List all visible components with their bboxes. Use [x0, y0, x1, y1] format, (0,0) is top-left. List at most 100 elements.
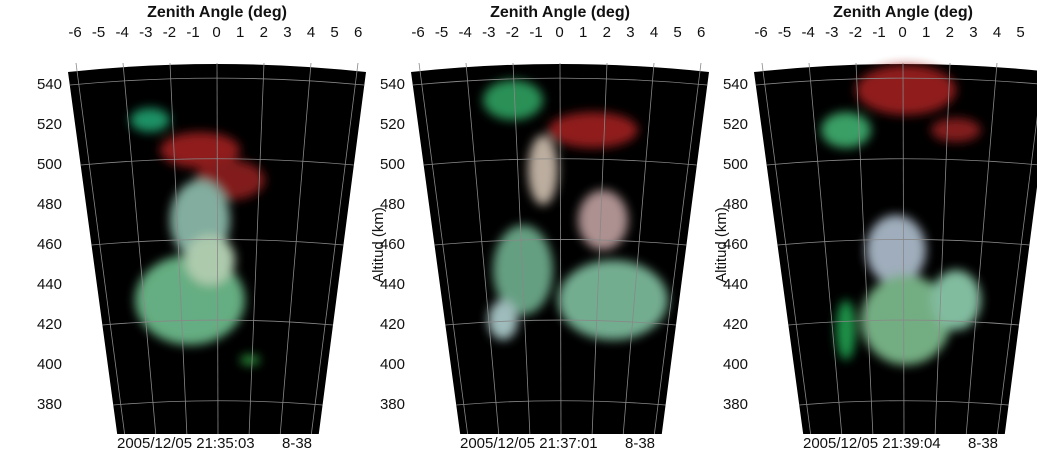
grid-line	[777, 239, 1030, 246]
y-tick-label: 380	[37, 396, 62, 413]
x-tick-label: -3	[139, 24, 152, 41]
y-axis-label: Altitud (km)	[370, 207, 387, 283]
x-tick-label: -5	[435, 24, 448, 41]
y-tick-label: 520	[723, 116, 748, 133]
grid-line	[808, 62, 843, 438]
x-tick-label: 5	[330, 24, 338, 41]
x-tick-label: -5	[92, 24, 105, 41]
grid-line	[418, 62, 469, 438]
x-tick-label: 6	[354, 24, 362, 41]
x-tick-label: 2	[603, 24, 611, 41]
timestamp: 2005/12/05 21:35:03	[117, 435, 255, 452]
grid-line	[169, 62, 188, 438]
timestamp: 2005/12/05 21:37:01	[460, 435, 598, 452]
y-tick-label: 400	[723, 356, 748, 373]
y-tick-label: 380	[723, 396, 748, 413]
y-tick-label: 480	[380, 196, 405, 213]
x-tick-label: -3	[482, 24, 495, 41]
grid-line	[456, 400, 666, 406]
y-tick-label: 520	[37, 116, 62, 133]
x-tick-label: -4	[116, 24, 129, 41]
grid-line	[902, 62, 905, 438]
grid-line	[279, 62, 312, 438]
x-tick-label: 1	[922, 24, 930, 41]
grid-line	[69, 77, 365, 86]
grid-line	[102, 319, 333, 326]
y-tick-label: 500	[37, 156, 62, 173]
echo-region	[483, 80, 543, 120]
grid-line	[465, 62, 500, 438]
timestamp-bg	[798, 434, 1008, 455]
x-tick-label: 3	[626, 24, 634, 41]
x-tick-label: 4	[307, 24, 315, 41]
timestamp: 2005/12/05 21:39:04	[803, 435, 941, 452]
grid-line	[434, 239, 687, 246]
grid-line	[512, 62, 531, 438]
grid-line	[996, 115, 1037, 438]
x-tick-label: -4	[459, 24, 472, 41]
timestamp-bg	[112, 434, 322, 455]
x-tick-label: -1	[186, 24, 199, 41]
grid-line	[766, 158, 1037, 166]
y-tick-label: 440	[723, 276, 748, 293]
echo-region	[836, 300, 856, 360]
y-tick-label: 400	[37, 356, 62, 373]
panel: Zenith Angle (deg)-6-5-4-3-2-10123456540…	[713, 4, 1037, 455]
y-tick-label: 500	[380, 156, 405, 173]
grid-line	[855, 62, 874, 438]
x-tick-label: 4	[993, 24, 1001, 41]
y-tick-label: 460	[723, 236, 748, 253]
x-tick-label: 3	[969, 24, 977, 41]
x-tick-label: 0	[898, 24, 906, 41]
x-tick-label: -3	[825, 24, 838, 41]
echo-region	[130, 108, 170, 132]
echo-region	[578, 190, 628, 250]
y-tick-label: 380	[380, 396, 405, 413]
panel-title: Zenith Angle (deg)	[147, 4, 287, 21]
y-tick-label: 520	[380, 116, 405, 133]
y-tick-label: 540	[37, 76, 62, 93]
y-tick-label: 540	[723, 76, 748, 93]
grid-line	[412, 77, 708, 86]
echo-region	[185, 235, 235, 285]
y-tick-label: 480	[723, 196, 748, 213]
panel-title: Zenith Angle (deg)	[490, 4, 630, 21]
station-code: 8-38	[625, 435, 655, 452]
grid-line	[113, 400, 323, 406]
y-tick-label: 540	[380, 76, 405, 93]
echo-region	[240, 355, 260, 365]
echo-region	[866, 215, 926, 285]
x-tick-label: -1	[872, 24, 885, 41]
y-tick-label: 480	[37, 196, 62, 213]
grid-line	[788, 319, 1019, 326]
x-tick-label: 0	[212, 24, 220, 41]
x-tick-label: -2	[849, 24, 862, 41]
panel-title: Zenith Angle (deg)	[833, 4, 973, 21]
y-tick-label: 420	[37, 316, 62, 333]
x-tick-label: -6	[754, 24, 767, 41]
x-tick-label: 5	[673, 24, 681, 41]
x-tick-label: -6	[68, 24, 81, 41]
grid-line	[653, 62, 702, 438]
x-tick-label: -6	[411, 24, 424, 41]
x-tick-label: 2	[260, 24, 268, 41]
x-tick-label: -2	[506, 24, 519, 41]
grid-line	[216, 62, 219, 438]
y-tick-label: 440	[37, 276, 62, 293]
y-axis-label: Altitud (km)	[713, 207, 730, 283]
x-tick-label: 6	[697, 24, 705, 41]
x-tick-label: -1	[529, 24, 542, 41]
x-tick-label: -4	[802, 24, 815, 41]
echo-region	[931, 118, 981, 142]
echo-region	[528, 135, 558, 205]
y-tick-label: 500	[723, 156, 748, 173]
grid-line	[965, 62, 998, 438]
echo-region	[856, 65, 956, 115]
grid-line	[799, 400, 1009, 406]
x-tick-label: 2	[946, 24, 954, 41]
station-code: 8-38	[968, 435, 998, 452]
echo-region	[493, 225, 553, 315]
echo-region	[821, 112, 871, 148]
radar-fan	[411, 64, 709, 440]
